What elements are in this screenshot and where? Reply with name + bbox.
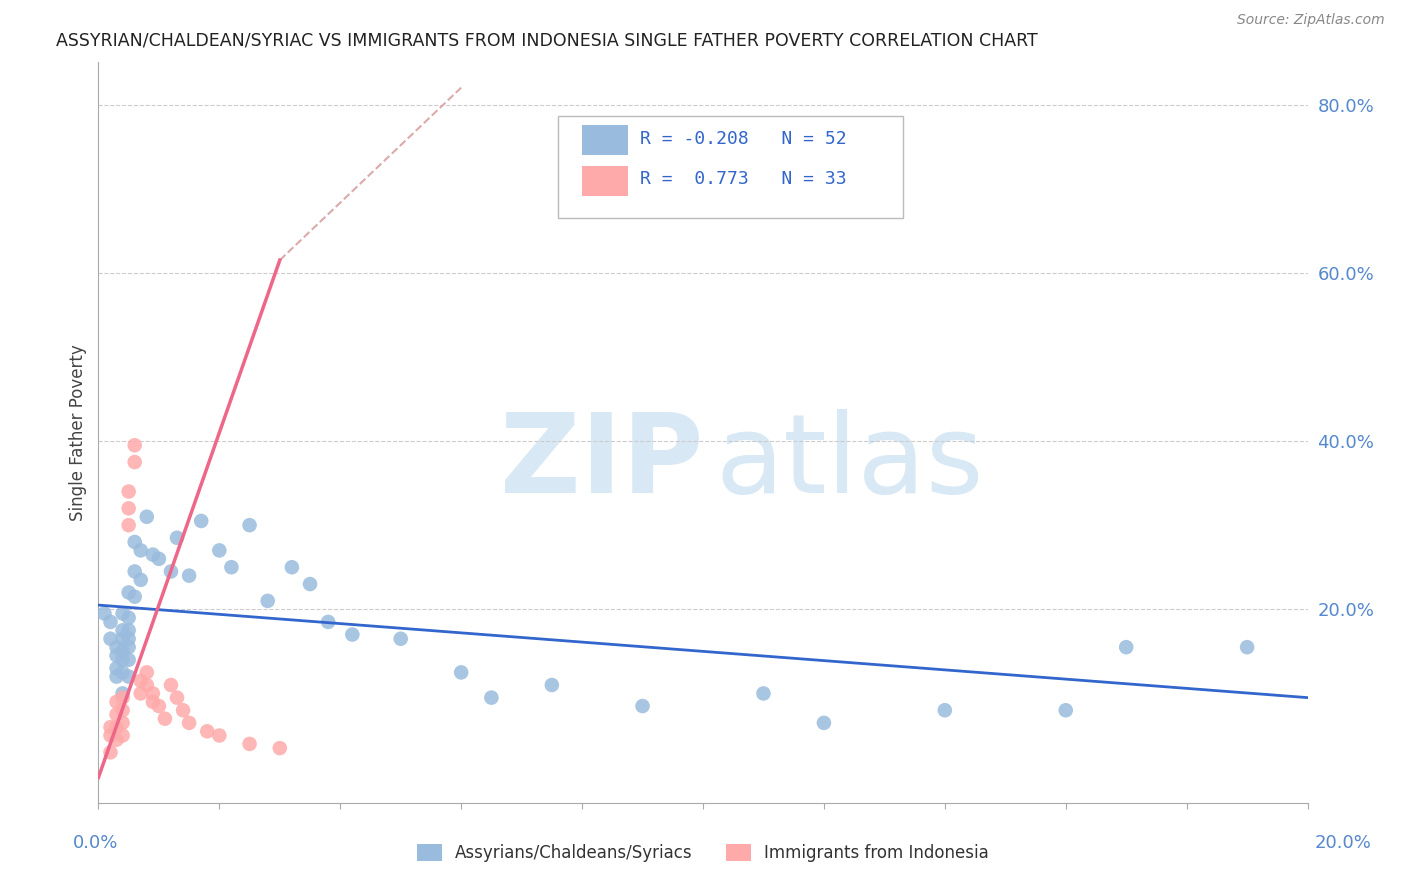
Point bbox=[160, 678, 183, 692]
Text: ZIP: ZIP bbox=[499, 409, 703, 516]
Point bbox=[118, 624, 141, 638]
Point bbox=[342, 627, 364, 641]
Point bbox=[100, 720, 122, 734]
Point bbox=[221, 560, 243, 574]
Text: R = -0.208   N = 52: R = -0.208 N = 52 bbox=[640, 129, 846, 148]
Point bbox=[124, 535, 146, 549]
Point bbox=[179, 715, 201, 730]
Point bbox=[142, 686, 165, 700]
Point bbox=[239, 518, 262, 533]
Point bbox=[129, 673, 152, 688]
Point bbox=[142, 548, 165, 562]
Point bbox=[124, 438, 146, 452]
Point bbox=[111, 690, 134, 705]
Point bbox=[111, 644, 134, 658]
Point bbox=[93, 607, 115, 621]
Point bbox=[111, 632, 134, 646]
Point bbox=[166, 531, 188, 545]
Point bbox=[124, 565, 146, 579]
Point bbox=[450, 665, 472, 680]
Point bbox=[299, 577, 322, 591]
Point bbox=[111, 715, 134, 730]
Point bbox=[100, 632, 122, 646]
Text: atlas: atlas bbox=[716, 409, 984, 516]
Point bbox=[142, 695, 165, 709]
Point bbox=[105, 670, 128, 684]
Point bbox=[129, 543, 152, 558]
Point bbox=[148, 699, 170, 714]
Point bbox=[1115, 640, 1137, 655]
Point bbox=[118, 670, 141, 684]
Point bbox=[269, 741, 291, 756]
FancyBboxPatch shape bbox=[582, 166, 628, 195]
Text: Source: ZipAtlas.com: Source: ZipAtlas.com bbox=[1237, 13, 1385, 28]
Text: 0.0%: 0.0% bbox=[73, 834, 118, 852]
Point bbox=[118, 640, 141, 655]
Point bbox=[118, 632, 141, 646]
Point bbox=[540, 678, 562, 692]
Point bbox=[118, 484, 141, 499]
Point bbox=[316, 615, 339, 629]
Text: ASSYRIAN/CHALDEAN/SYRIAC VS IMMIGRANTS FROM INDONESIA SINGLE FATHER POVERTY CORR: ASSYRIAN/CHALDEAN/SYRIAC VS IMMIGRANTS F… bbox=[56, 31, 1038, 49]
Point bbox=[111, 686, 134, 700]
Point bbox=[105, 661, 128, 675]
Point bbox=[389, 632, 412, 646]
Point bbox=[1236, 640, 1258, 655]
Point bbox=[208, 729, 231, 743]
Point bbox=[281, 560, 304, 574]
Point bbox=[239, 737, 262, 751]
Point bbox=[105, 720, 128, 734]
Point bbox=[124, 455, 146, 469]
Point bbox=[934, 703, 956, 717]
Point bbox=[111, 703, 134, 717]
Point bbox=[195, 724, 218, 739]
Point bbox=[118, 653, 141, 667]
Point bbox=[105, 648, 128, 663]
Point bbox=[135, 665, 157, 680]
Point bbox=[135, 678, 157, 692]
Point bbox=[105, 732, 128, 747]
Point bbox=[256, 594, 278, 608]
Point bbox=[100, 729, 122, 743]
Point bbox=[148, 551, 170, 566]
Point bbox=[752, 686, 775, 700]
Text: 20.0%: 20.0% bbox=[1315, 834, 1371, 852]
Point bbox=[111, 607, 134, 621]
Point bbox=[631, 699, 654, 714]
Point bbox=[118, 501, 141, 516]
Point bbox=[111, 624, 134, 638]
FancyBboxPatch shape bbox=[582, 126, 628, 155]
Point bbox=[111, 653, 134, 667]
Point bbox=[190, 514, 212, 528]
Point bbox=[100, 615, 122, 629]
Y-axis label: Single Father Poverty: Single Father Poverty bbox=[69, 344, 87, 521]
Point bbox=[105, 707, 128, 722]
Point bbox=[100, 745, 122, 759]
Point bbox=[208, 543, 231, 558]
Text: R =  0.773   N = 33: R = 0.773 N = 33 bbox=[640, 170, 846, 188]
Point bbox=[111, 729, 134, 743]
Point bbox=[153, 712, 176, 726]
Point bbox=[160, 565, 183, 579]
Point bbox=[813, 715, 835, 730]
Point bbox=[105, 695, 128, 709]
Point bbox=[105, 640, 128, 655]
Point bbox=[118, 610, 141, 624]
Point bbox=[172, 703, 194, 717]
FancyBboxPatch shape bbox=[558, 116, 903, 218]
Point bbox=[166, 690, 188, 705]
Point bbox=[1054, 703, 1077, 717]
Point bbox=[179, 568, 201, 582]
Point bbox=[129, 686, 152, 700]
Point bbox=[111, 665, 134, 680]
Point bbox=[124, 590, 146, 604]
Point bbox=[135, 509, 157, 524]
Point bbox=[118, 585, 141, 599]
Point bbox=[118, 518, 141, 533]
Legend: Assyrians/Chaldeans/Syriacs, Immigrants from Indonesia: Assyrians/Chaldeans/Syriacs, Immigrants … bbox=[411, 837, 995, 869]
Point bbox=[129, 573, 152, 587]
Point bbox=[481, 690, 503, 705]
